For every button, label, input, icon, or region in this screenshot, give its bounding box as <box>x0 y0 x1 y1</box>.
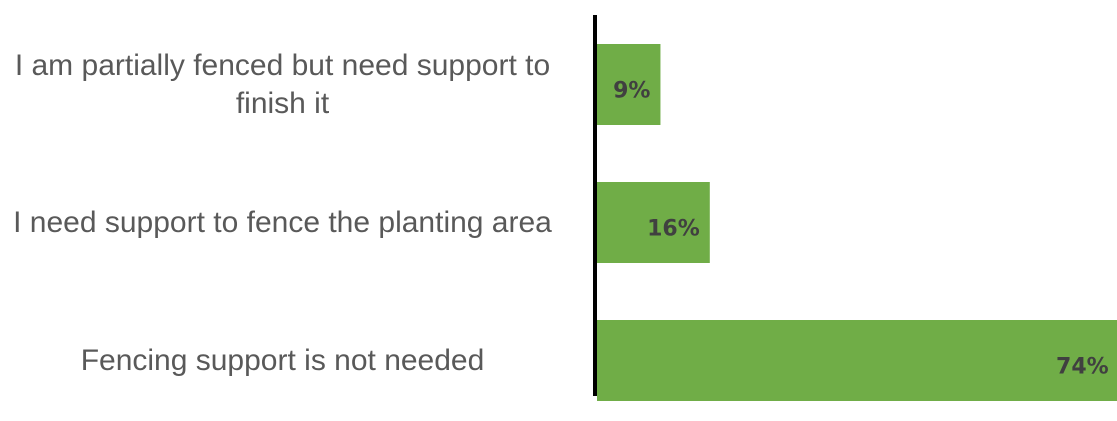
value-label: 9% <box>613 79 650 104</box>
value-label: 16% <box>647 217 700 242</box>
category-label: I need support to fence the planting are… <box>13 205 552 239</box>
bar <box>597 320 1117 401</box>
value-label: 74% <box>1056 355 1109 380</box>
bar <box>597 182 710 263</box>
category-label: Fencing support is not needed <box>80 343 485 377</box>
category-label: I am partially fenced but need support t… <box>14 48 551 120</box>
bar <box>597 44 661 125</box>
